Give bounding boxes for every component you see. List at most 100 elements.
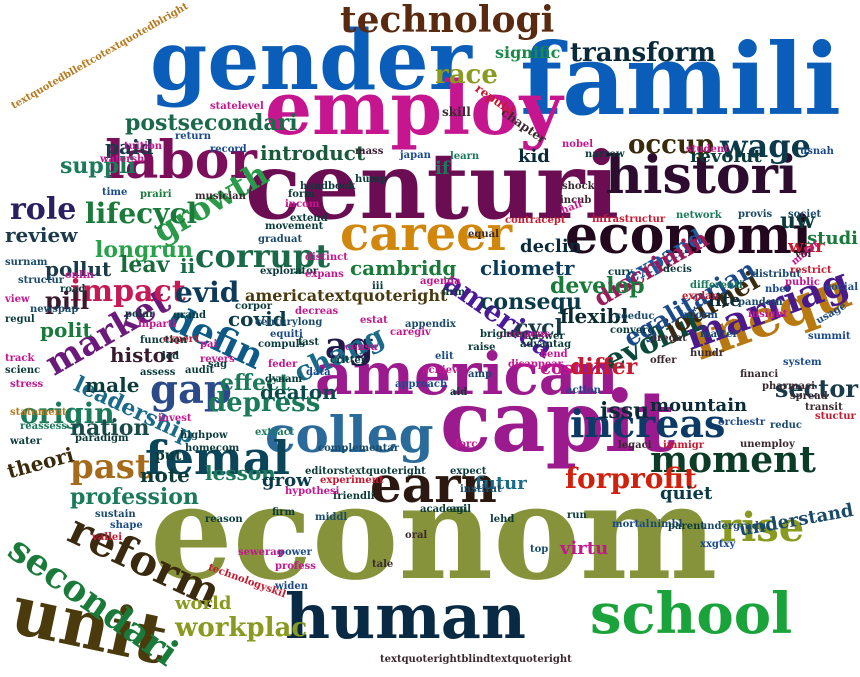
word-cloud-word: editorstextquoteright [305,466,426,477]
word-cloud-word: wage [720,127,812,165]
word-cloud-word: signific [495,43,561,62]
word-cloud-word: past [70,447,151,487]
word-cloud-word: watersh [100,154,145,165]
word-cloud-word: american [315,340,619,408]
word-cloud-word: gap [150,366,232,413]
word-cloud-word: track [5,353,35,364]
word-cloud-word: firm [272,507,296,518]
word-cloud-word: increas [570,401,726,446]
word-cloud-word: role [10,192,77,227]
word-cloud-word: middl [315,512,348,523]
word-cloud-word: gender [150,13,472,109]
word-cloud-word: xxgtxy [700,539,736,550]
word-cloud-word: unemploy [740,439,795,450]
word-cloud-word: iii [372,281,384,292]
word-cloud-word: futur [475,473,527,494]
word-cloud-word: race [435,60,498,90]
word-cloud-word: life [708,290,741,311]
word-cloud-word: effect [220,370,290,396]
word-cloud-word: econom [150,456,718,609]
word-cloud-word: review [5,223,78,247]
word-cloud-word: learn [450,151,480,162]
word-cloud-word: ii [180,254,196,278]
word-cloud-word: assess [140,367,176,378]
word-cloud-word: nation [70,415,150,441]
word-cloud-word: forc [455,439,478,450]
word-cloud-word: record [210,144,247,155]
word-cloud-word: grow [262,470,312,491]
word-cloud-word: regul [5,314,35,325]
word-cloud-word: compuls [258,339,306,350]
word-cloud-word: paid [105,135,154,159]
word-cloud-word: aid [450,387,468,398]
word-cloud-word: extend [290,213,328,224]
word-cloud-word: transform [570,38,716,68]
word-cloud-word: parent [668,521,705,532]
word-cloud-word: corpor [235,301,272,312]
word-cloud-word: sustain [95,509,136,520]
word-cloud-word: grand [173,310,207,321]
word-cloud-word: orchestr [718,417,766,428]
word-cloud-word: femal [145,431,291,485]
word-cloud-word: financi [740,369,779,380]
word-cloud-word: scienc [5,365,41,376]
word-cloud-word: differ [570,354,638,380]
word-cloud-word: inform [680,310,718,321]
word-cloud-word: censu [345,342,378,353]
word-cloud-word: social [825,282,858,293]
word-cloud-word: infrastructur [592,214,666,225]
word-cloud-word: newspap [30,304,79,315]
word-cloud-word: form [288,189,315,200]
word-cloud-word: japan [400,150,431,161]
word-cloud-word: workplac [175,613,308,643]
word-cloud-word: agenda [420,276,461,287]
word-cloud-word: cambridg [350,256,457,280]
word-cloud-word: caregiv [390,327,431,338]
word-cloud-word: polit [40,318,92,342]
word-cloud-word: colleg [265,405,434,464]
word-cloud-word: explorator [260,266,319,277]
word-cloud-word: inparti [138,319,177,330]
word-cloud-word: nobel [562,139,594,150]
word-cloud-word: cost [540,358,582,379]
word-cloud-word: societ [788,209,822,220]
word-cloud-word: incom [285,199,320,210]
word-cloud-word: moment [650,439,816,481]
word-cloud-word: cliometr [480,256,575,280]
word-cloud-word: predat [650,333,687,344]
word-cloud-word: if [435,158,450,179]
word-cloud-word: network [676,210,722,221]
word-cloud-word: answer [525,331,565,342]
word-cloud-word: water [10,436,42,447]
word-cloud-word: technologi [340,0,555,41]
word-cloud-word: textquoterightblindtextquoteright [380,654,572,665]
word-cloud-word: career [340,206,512,262]
word-cloud-word: public [785,277,820,288]
word-cloud-word: road [60,284,86,295]
word-cloud-word: male [85,373,140,397]
word-cloud-word: invest [158,413,192,424]
word-cloud-word: summit [808,331,851,342]
word-cloud-word: vallei [92,532,123,543]
word-cloud-word: war [788,236,825,257]
word-cloud-word: mountain [650,395,748,416]
word-cloud-word: evid [175,276,240,309]
word-cloud-word: flexibl [560,304,629,328]
word-cloud-word: employ [265,66,563,152]
word-cloud-word: nber [765,284,791,295]
word-cloud-word: shape [110,520,143,531]
word-cloud-word: action [566,385,601,396]
word-cloud-word: consequ [480,289,582,315]
word-cloud-word: advantag [520,339,572,350]
word-cloud-word: suppli [60,153,136,179]
word-cloud-word: movement [265,221,324,232]
word-cloud-word: school [590,581,793,647]
word-cloud-word: sag [208,359,228,370]
word-cloud-word: histor [110,343,177,367]
word-cloud-word: occup [628,130,715,160]
word-cloud-word: coeduc [615,311,655,322]
word-cloud-word: transit [805,402,843,413]
word-cloud-word: distribut [752,269,801,280]
word-cloud-word: expert [163,334,199,345]
